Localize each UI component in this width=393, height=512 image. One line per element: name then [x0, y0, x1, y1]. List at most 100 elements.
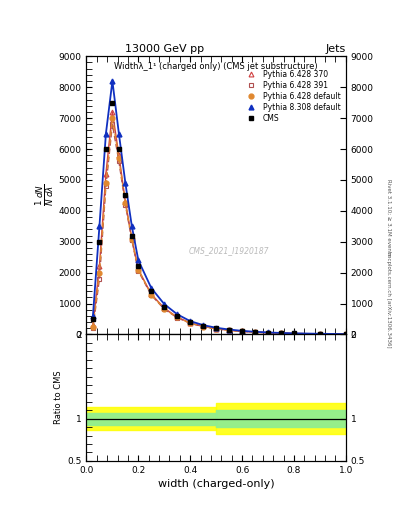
- Pythia 6.428 default: [162, 306, 167, 312]
- Pythia 8.308 default: [292, 330, 296, 336]
- CMS: [201, 323, 206, 329]
- Pythia 8.308 default: [129, 223, 134, 229]
- Pythia 8.308 default: [227, 327, 231, 333]
- Pythia 8.308 default: [90, 313, 95, 319]
- CMS: [123, 193, 128, 199]
- Pythia 8.308 default: [149, 285, 154, 291]
- Pythia 6.428 391: [175, 315, 180, 321]
- Line: CMS: CMS: [90, 100, 348, 336]
- Pythia 6.428 370: [175, 314, 180, 320]
- Pythia 6.428 370: [279, 330, 283, 336]
- Pythia 8.308 default: [188, 318, 193, 324]
- Pythia 6.428 391: [201, 324, 206, 330]
- Pythia 6.428 370: [129, 236, 134, 242]
- Text: CMS_2021_I1920187: CMS_2021_I1920187: [189, 246, 269, 255]
- Pythia 6.428 370: [116, 152, 121, 158]
- Pythia 6.428 370: [227, 327, 231, 333]
- Text: Rivet 3.1.10; ≥ 3.1M events: Rivet 3.1.10; ≥ 3.1M events: [386, 179, 391, 256]
- Pythia 6.428 default: [104, 180, 108, 186]
- Pythia 6.428 default: [318, 331, 322, 337]
- Pythia 6.428 default: [90, 324, 95, 330]
- Pythia 6.428 370: [90, 322, 95, 328]
- Pythia 6.428 default: [175, 314, 180, 321]
- Pythia 6.428 default: [116, 155, 121, 161]
- CMS: [90, 316, 95, 322]
- Pythia 8.308 default: [214, 325, 219, 331]
- Y-axis label: Ratio to CMS: Ratio to CMS: [54, 371, 63, 424]
- Pythia 6.428 391: [97, 275, 102, 282]
- Pythia 6.428 391: [318, 331, 322, 337]
- Pythia 8.308 default: [266, 329, 270, 335]
- Text: Jets: Jets: [325, 44, 346, 54]
- Pythia 6.428 default: [97, 269, 102, 275]
- CMS: [110, 100, 115, 106]
- Pythia 6.428 391: [214, 326, 219, 332]
- Pythia 6.428 391: [162, 306, 167, 312]
- Pythia 6.428 default: [136, 266, 141, 272]
- Pythia 8.308 default: [104, 131, 108, 137]
- Pythia 6.428 default: [188, 320, 193, 326]
- CMS: [266, 330, 270, 336]
- Y-axis label: $\frac{1}{N}\frac{dN}{d\lambda}$: $\frac{1}{N}\frac{dN}{d\lambda}$: [34, 184, 56, 206]
- CMS: [97, 239, 102, 245]
- Line: Pythia 6.428 370: Pythia 6.428 370: [90, 110, 348, 336]
- Pythia 6.428 391: [116, 158, 121, 164]
- CMS: [149, 288, 154, 294]
- Pythia 6.428 default: [343, 331, 348, 337]
- CMS: [129, 232, 134, 239]
- Pythia 6.428 370: [266, 330, 270, 336]
- Pythia 8.308 default: [240, 328, 244, 334]
- Pythia 6.428 370: [149, 291, 154, 297]
- Pythia 6.428 default: [253, 329, 257, 335]
- CMS: [136, 263, 141, 269]
- Pythia 8.308 default: [253, 329, 257, 335]
- Pythia 8.308 default: [123, 180, 128, 186]
- Pythia 6.428 391: [292, 330, 296, 336]
- Pythia 8.308 default: [175, 311, 180, 317]
- Pythia 6.428 391: [188, 320, 193, 326]
- Pythia 8.308 default: [116, 131, 121, 137]
- CMS: [116, 146, 121, 152]
- CMS: [214, 325, 219, 331]
- Pythia 6.428 370: [318, 331, 322, 337]
- Legend: Pythia 6.428 370, Pythia 6.428 391, Pythia 6.428 default, Pythia 8.308 default, : Pythia 6.428 370, Pythia 6.428 391, Pyth…: [241, 69, 342, 124]
- Pythia 8.308 default: [318, 331, 322, 337]
- Pythia 6.428 default: [214, 326, 219, 332]
- Pythia 8.308 default: [343, 331, 348, 337]
- Pythia 6.428 370: [136, 266, 141, 272]
- Pythia 6.428 370: [188, 320, 193, 326]
- Pythia 6.428 default: [149, 292, 154, 298]
- Text: mcplots.cern.ch [arXiv:1306.3436]: mcplots.cern.ch [arXiv:1306.3436]: [386, 252, 391, 347]
- Pythia 6.428 391: [129, 237, 134, 243]
- Pythia 8.308 default: [97, 223, 102, 229]
- Pythia 6.428 370: [214, 326, 219, 332]
- CMS: [292, 330, 296, 336]
- Pythia 6.428 default: [266, 330, 270, 336]
- Pythia 6.428 370: [292, 330, 296, 336]
- Pythia 6.428 391: [110, 121, 115, 127]
- CMS: [188, 319, 193, 325]
- Pythia 8.308 default: [110, 78, 115, 84]
- CMS: [104, 146, 108, 152]
- Line: Pythia 8.308 default: Pythia 8.308 default: [90, 79, 348, 336]
- Pythia 6.428 391: [253, 329, 257, 335]
- Pythia 8.308 default: [201, 322, 206, 328]
- Pythia 6.428 391: [123, 202, 128, 208]
- Pythia 6.428 391: [227, 327, 231, 333]
- Pythia 6.428 370: [162, 305, 167, 311]
- CMS: [343, 331, 348, 337]
- Pythia 8.308 default: [162, 301, 167, 307]
- CMS: [253, 329, 257, 335]
- Pythia 6.428 default: [110, 115, 115, 121]
- Pythia 6.428 370: [123, 199, 128, 205]
- Pythia 6.428 370: [343, 331, 348, 337]
- CMS: [227, 327, 231, 333]
- Pythia 6.428 default: [227, 327, 231, 333]
- Pythia 6.428 370: [110, 109, 115, 115]
- Pythia 6.428 370: [97, 263, 102, 269]
- Pythia 8.308 default: [136, 257, 141, 263]
- Pythia 6.428 default: [129, 236, 134, 242]
- Text: Widthλ_1¹ (charged only) (CMS jet substructure): Widthλ_1¹ (charged only) (CMS jet substr…: [114, 62, 318, 71]
- Pythia 6.428 default: [279, 330, 283, 336]
- Pythia 6.428 391: [90, 325, 95, 331]
